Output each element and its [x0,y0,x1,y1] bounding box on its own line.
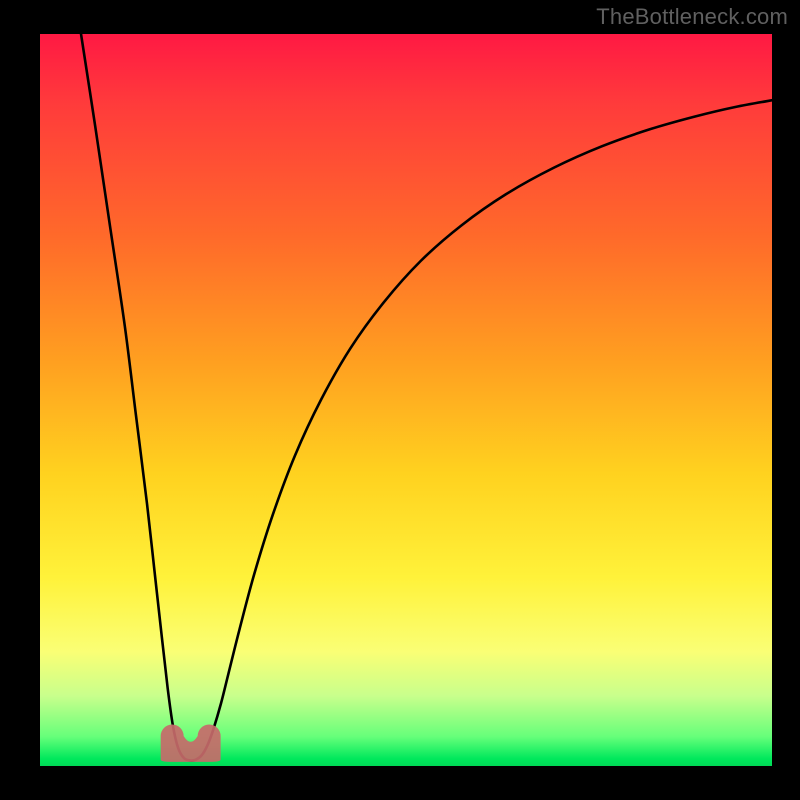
chart-stage: TheBottleneck.com [0,0,800,800]
bottleneck-chart [0,0,800,800]
gradient-background [36,30,776,770]
watermark-text: TheBottleneck.com [596,4,788,30]
